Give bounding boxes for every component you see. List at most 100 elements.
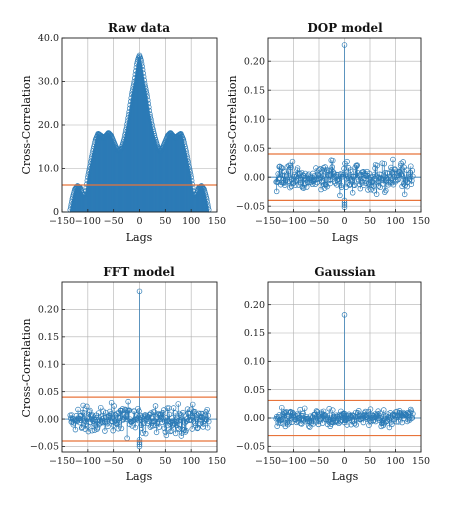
stem-marker — [147, 411, 153, 418]
stem-marker — [85, 428, 92, 435]
stem-marker — [130, 86, 136, 93]
stem-marker — [142, 83, 148, 90]
stem-marker — [100, 408, 107, 415]
stem-marker — [365, 187, 371, 193]
stem-marker — [186, 164, 192, 170]
stem-marker — [102, 428, 108, 434]
y-tick-label: 0.05 — [244, 143, 265, 154]
stem-marker — [330, 157, 336, 164]
y-tick-label: 10.0 — [38, 164, 59, 175]
stem-marker — [126, 105, 133, 112]
stem-marker — [341, 42, 348, 48]
stem-marker — [123, 126, 129, 133]
stem-marker — [329, 419, 336, 426]
stem-marker — [143, 91, 150, 97]
stem-marker — [360, 419, 367, 426]
stem-marker — [155, 410, 162, 417]
stem-marker — [178, 433, 185, 439]
stem-marker — [68, 201, 75, 208]
stem-marker — [189, 401, 196, 408]
stem-marker — [160, 410, 166, 416]
stem-marker — [105, 423, 111, 430]
stem-marker — [132, 424, 139, 431]
stem-marker — [84, 181, 90, 187]
stem-marker — [88, 156, 95, 162]
y-axis-label: Cross-Correlation — [20, 75, 33, 174]
x-axis-label: Lags — [332, 231, 359, 244]
stem-marker — [382, 169, 389, 176]
stem-marker — [130, 417, 137, 424]
stem-marker — [389, 421, 395, 428]
stem-marker — [204, 406, 210, 413]
y-tick-label: 0.05 — [38, 387, 59, 398]
x-tick-label: −100 — [75, 216, 101, 227]
stem-marker — [79, 424, 85, 431]
stem-marker — [164, 405, 171, 411]
stem-marker — [280, 172, 286, 179]
stem-marker — [175, 401, 182, 407]
stem-marker — [152, 403, 159, 409]
stem-marker — [115, 425, 122, 432]
stem-marker — [294, 165, 301, 171]
stem-marker — [288, 164, 294, 171]
stem-marker — [140, 70, 146, 76]
stem-marker — [326, 405, 332, 412]
stem-marker — [198, 414, 205, 421]
x-tick-label: 100 — [386, 456, 404, 467]
stem-marker — [118, 425, 125, 432]
stem-marker — [316, 172, 323, 179]
stem-marker — [147, 111, 153, 117]
stem-marker — [306, 171, 312, 177]
stem-marker — [92, 139, 98, 145]
stem-marker — [410, 410, 416, 417]
stem-marker — [407, 409, 414, 416]
stem-marker — [153, 429, 160, 436]
stem-marker — [111, 403, 117, 409]
stem-marker — [125, 112, 132, 118]
stem-marker — [356, 178, 362, 184]
stem-marker — [282, 179, 289, 186]
stem-marker — [81, 410, 87, 416]
stem-marker — [318, 186, 324, 193]
stem-marker — [86, 169, 92, 175]
stem-marker — [335, 419, 341, 425]
x-tick-label: 150 — [208, 456, 226, 467]
x-tick-label: 50 — [364, 456, 376, 467]
stem-marker — [188, 174, 194, 180]
y-tick-label: 0.00 — [244, 172, 265, 183]
stem-marker — [80, 402, 86, 409]
x-tick-label: 0 — [136, 216, 142, 227]
stem-marker — [379, 160, 385, 166]
x-tick-label: −100 — [280, 216, 306, 227]
panel-title: DOP model — [307, 21, 383, 35]
stem-marker — [108, 399, 115, 406]
stem-marker — [123, 413, 129, 419]
stem-marker — [293, 419, 300, 426]
stem-marker — [139, 67, 146, 73]
x-tick-label: −150 — [255, 456, 281, 467]
stem-marker — [75, 406, 81, 413]
y-tick-label: 0.20 — [244, 56, 265, 67]
stem-marker — [125, 398, 131, 405]
stem-marker — [176, 410, 183, 417]
stem-marker — [172, 430, 179, 437]
stem-marker — [158, 411, 164, 418]
y-tick-label: 0.10 — [244, 114, 265, 125]
stem-marker — [86, 166, 93, 173]
stem-marker — [131, 81, 137, 87]
stem-marker — [383, 187, 389, 194]
x-tick-label: 0 — [341, 216, 347, 227]
stem-marker — [380, 181, 387, 187]
stem-marker — [397, 162, 404, 169]
stem-marker — [110, 427, 116, 434]
x-tick-label: 0 — [341, 456, 347, 467]
stem-marker — [400, 159, 406, 165]
stem-marker — [300, 185, 307, 191]
stem-marker — [174, 415, 180, 422]
stem-marker — [371, 187, 377, 194]
stem-marker — [113, 420, 119, 426]
stem-marker — [148, 119, 155, 125]
stem-marker — [177, 421, 183, 427]
stem-marker — [322, 164, 328, 170]
stem-marker — [357, 185, 364, 192]
